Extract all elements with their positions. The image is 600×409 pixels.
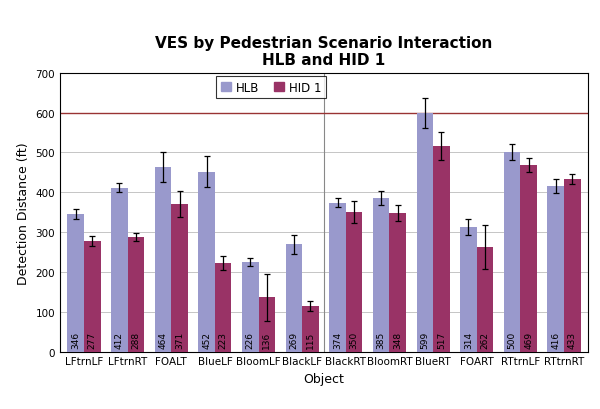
Bar: [346, 213, 362, 352]
Text: 371: 371: [175, 330, 184, 348]
Bar: [286, 245, 302, 352]
Bar: [520, 165, 537, 352]
Text: 226: 226: [246, 331, 255, 348]
Bar: [547, 187, 564, 352]
Text: 599: 599: [420, 330, 430, 348]
Bar: [477, 247, 493, 352]
Bar: [373, 199, 389, 352]
Text: 277: 277: [88, 331, 97, 348]
Bar: [329, 203, 346, 352]
Bar: [389, 213, 406, 352]
Bar: [215, 263, 232, 352]
Bar: [155, 167, 171, 352]
Y-axis label: Detection Distance (ft): Detection Distance (ft): [17, 142, 30, 284]
Bar: [111, 188, 128, 352]
Text: 223: 223: [218, 331, 228, 348]
Text: 469: 469: [524, 331, 533, 348]
Text: 269: 269: [289, 331, 298, 348]
Text: 346: 346: [71, 331, 80, 348]
Text: 262: 262: [481, 331, 490, 348]
Bar: [84, 242, 101, 352]
Bar: [460, 227, 477, 352]
Text: 412: 412: [115, 331, 124, 348]
Text: 517: 517: [437, 330, 446, 348]
Bar: [433, 146, 449, 352]
Text: 136: 136: [262, 330, 271, 348]
Title: VES by Pedestrian Scenario Interaction
HLB and HID 1: VES by Pedestrian Scenario Interaction H…: [155, 36, 493, 68]
Bar: [259, 298, 275, 352]
Bar: [199, 172, 215, 352]
Bar: [416, 114, 433, 352]
Bar: [302, 306, 319, 352]
Legend: HLB, HID 1: HLB, HID 1: [216, 77, 326, 99]
Text: 452: 452: [202, 331, 211, 348]
Text: 385: 385: [377, 330, 386, 348]
Text: 374: 374: [333, 331, 342, 348]
Bar: [504, 153, 520, 352]
Bar: [171, 204, 188, 352]
Text: 314: 314: [464, 331, 473, 348]
Bar: [67, 214, 84, 352]
Bar: [128, 237, 144, 352]
Text: 115: 115: [306, 330, 315, 348]
Bar: [564, 180, 581, 352]
Text: 416: 416: [551, 331, 560, 348]
Text: 350: 350: [350, 330, 359, 348]
Text: 288: 288: [131, 331, 140, 348]
Text: 348: 348: [393, 331, 402, 348]
Text: 500: 500: [508, 330, 517, 348]
Text: 464: 464: [158, 331, 167, 348]
Bar: [242, 262, 259, 352]
X-axis label: Object: Object: [304, 372, 344, 385]
Text: 433: 433: [568, 331, 577, 348]
